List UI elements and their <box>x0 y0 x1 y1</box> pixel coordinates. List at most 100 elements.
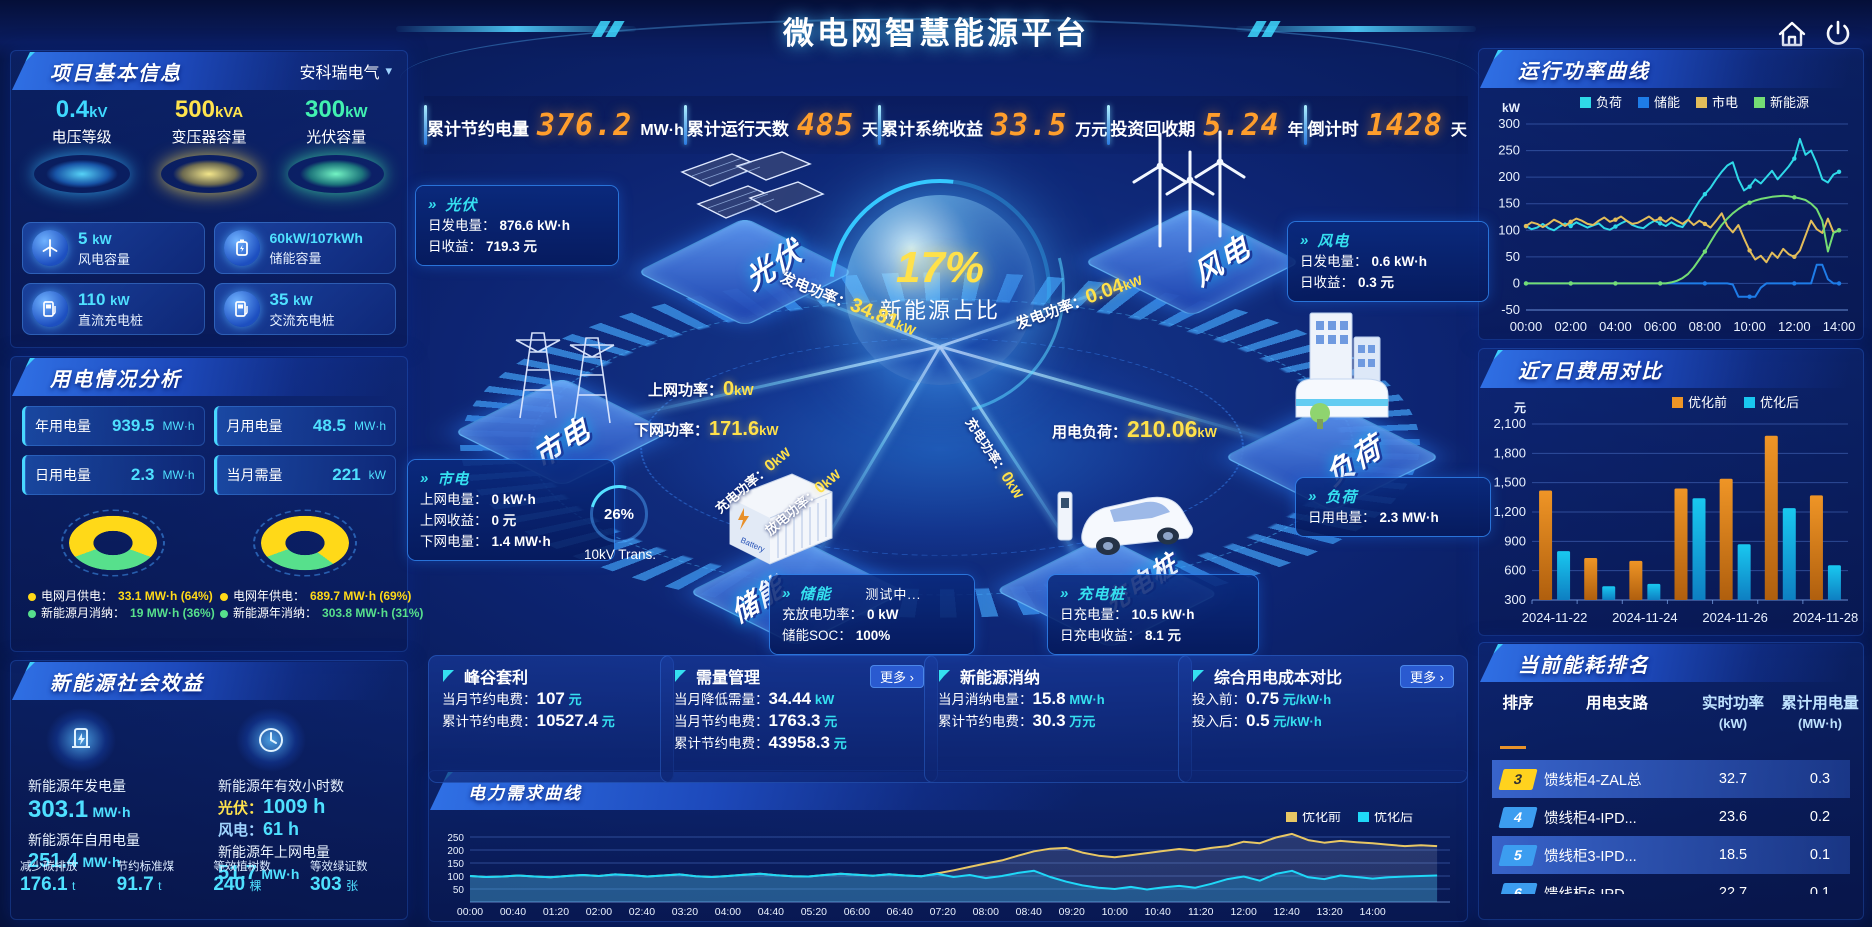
header-arc-decoration <box>400 18 1480 140</box>
panel-energy-rank: 当前能耗排名 排序 用电支路 实时功率 (kW) 累计用电量 (MW·h) 3 馈线柜4… <box>1478 642 1864 920</box>
legend-item-优化前[interactable]: 优化前 <box>1302 812 1341 824</box>
spotlight-glow <box>33 155 130 193</box>
panel-demand-curve: 电力需求曲线 250 200 150 100 50 kW 00:00 00:40 01:20 02… <box>428 770 1468 922</box>
bar-优化前-2024-11-25 <box>1674 488 1688 600</box>
rank-badge: 3 <box>1498 768 1538 790</box>
y-tick-label: 50 <box>1506 249 1520 264</box>
transformer-label: 10kV Trans. <box>584 547 657 562</box>
x-tick-label: 02:00 <box>1554 319 1587 334</box>
legend-swatch-负荷[interactable] <box>1580 97 1591 108</box>
company-dropdown[interactable]: 安科瑞电气 ▾ <box>299 63 392 82</box>
y-tick-label: 150 <box>1498 196 1520 211</box>
y-tick-label: 0 <box>1513 275 1520 290</box>
home-button[interactable] <box>1774 16 1810 52</box>
legend-item-负荷[interactable]: 负荷 <box>1596 95 1622 110</box>
series-marker <box>1747 248 1752 253</box>
load-info-card: » 负荷 日用电量： 2.3 MW·h <box>1296 478 1490 536</box>
panel-title: 用电情况分析 <box>50 368 182 391</box>
x-tick-label: 10:40 <box>1145 906 1171 918</box>
series-marker <box>1747 200 1752 205</box>
legend-swatch-市电[interactable] <box>1696 97 1707 108</box>
y-axis-unit: kW <box>446 812 465 815</box>
y-tick-label: 1,500 <box>1493 475 1526 490</box>
panel-corner-icon <box>1488 644 1508 659</box>
y-tick-label: 150 <box>447 859 464 870</box>
legend-swatch-优化前[interactable] <box>1672 397 1683 408</box>
bar-优化前-2024-11-23 <box>1584 557 1598 600</box>
stat-run-days: 累计运行天数 485 天 <box>686 107 879 143</box>
panel-header: 运行功率曲线 <box>1480 50 1862 88</box>
legend-item-储能[interactable]: 储能 <box>1654 95 1680 110</box>
divider <box>1303 105 1307 145</box>
panel-project-info: 项目基本信息 安科瑞电气 ▾ 0.4kV 电压等级 500kVA 变压器容量 300k… <box>10 50 408 348</box>
stat-month-usage: 月用电量 48.5 MW·h <box>213 406 396 446</box>
y-axis-unit: 元 <box>1514 401 1526 415</box>
usage-stats: 年用电量 939.5 MW·h 月用电量 48.5 MW·h 日用电量 2.3 MW·h 当… <box>22 406 396 495</box>
x-tick-label: 2024-11-24 <box>1612 610 1678 625</box>
y-tick-label: 100 <box>1498 222 1520 237</box>
pv-info-card: » 光伏 日发电量： 876.6 kW·h 日收益： 719.3 元 <box>416 186 618 265</box>
y-tick-label: 250 <box>1498 143 1520 158</box>
x-tick-label: 00:00 <box>457 906 483 918</box>
panel-header: 当前能耗排名 <box>1480 644 1862 682</box>
more-button[interactable]: 更多 › <box>1400 664 1454 688</box>
bar-优化前-2024-11-26 <box>1719 478 1733 600</box>
bar-优化后-2024-11-27 <box>1782 508 1796 600</box>
bar-优化前-2024-11-27 <box>1764 435 1778 600</box>
x-tick-label: 02:00 <box>586 906 612 918</box>
power-icon <box>1826 20 1850 45</box>
series-marker <box>1568 223 1573 229</box>
title-decoration-left <box>396 21 636 37</box>
legend-item-新能源[interactable]: 新能源 <box>1770 95 1809 110</box>
bar-优化后-2024-11-24 <box>1647 583 1661 600</box>
panel-usage-analysis: 用电情况分析 年用电量 939.5 MW·h 月用电量 48.5 MW·h 日用电量 2.… <box>10 356 423 652</box>
stat-payback-period: 投资回收期 5.24 年 <box>1110 107 1304 143</box>
legend-item-优化后[interactable]: 优化后 <box>1760 395 1799 410</box>
flow-grid-import: 下网功率：171.6kW <box>634 418 779 440</box>
legend-item-优化前[interactable]: 优化前 <box>1688 395 1727 410</box>
series-marker <box>1792 254 1797 260</box>
x-tick-label: 00:00 <box>1510 319 1543 334</box>
series-line-新能源 <box>1526 194 1840 285</box>
social-generation: 新能源年发电量 303.1 MW·h 新能源年自用电量 251.4 MW·h <box>28 708 208 873</box>
year-donut-chart <box>261 515 349 571</box>
legend-swatch-优化前[interactable] <box>1286 812 1297 822</box>
power-tower-icon <box>515 332 615 424</box>
donut-halo <box>61 509 165 577</box>
bar-优化后-2024-11-22 <box>1557 551 1571 600</box>
y-tick-label: 900 <box>1504 533 1526 548</box>
series-marker <box>1702 281 1708 286</box>
legend-item-市电[interactable]: 市电 <box>1712 95 1738 110</box>
legend-swatch-储能[interactable] <box>1638 97 1649 108</box>
x-tick-label: 13:20 <box>1317 906 1343 918</box>
bar-优化前-2024-11-22 <box>1539 490 1553 600</box>
series-line-优化后 <box>469 869 1438 891</box>
x-tick-label: 07:20 <box>930 906 956 918</box>
legend-swatch-优化后[interactable] <box>1358 812 1369 822</box>
series-marker <box>1836 281 1842 286</box>
spot-voltage-level: 0.4kV 电压等级 <box>23 96 141 193</box>
bar-优化后-2024-11-25 <box>1692 498 1706 600</box>
y-axis-unit: kW <box>1502 101 1521 115</box>
legend-item-优化后[interactable]: 优化后 <box>1374 812 1413 824</box>
page-title: 微电网智慧能源平台 <box>783 16 1089 51</box>
panel-header: 用电情况分析 <box>12 358 406 396</box>
x-tick-label: 08:00 <box>973 906 999 918</box>
stat-system-revenue: 累计系统收益 33.5 万元 <box>881 107 1108 143</box>
wind-turbine-icon <box>32 230 68 266</box>
power-button[interactable] <box>1820 16 1856 52</box>
legend-swatch-优化后[interactable] <box>1744 397 1755 408</box>
series-marker <box>1613 224 1618 229</box>
month-donut-chart <box>69 515 157 571</box>
series-marker <box>1523 281 1529 286</box>
more-button[interactable]: 更多 › <box>870 664 924 688</box>
x-tick-label: 02:40 <box>629 906 655 918</box>
flow-load-power: 用电负荷：210.06kW <box>1052 416 1217 442</box>
legend-swatch-新能源[interactable] <box>1754 97 1765 108</box>
ev-info-card: » 充电桩 日充电量： 10.5 kW·h 日充电收益： 8.1 元 <box>1048 575 1258 654</box>
panel-title: 运行功率曲线 <box>1518 60 1650 83</box>
wind-turbines-icon <box>1132 130 1246 253</box>
mini-coal: 节约标准煤 91.7 t <box>116 861 175 895</box>
rank-scroll-indicator <box>1500 746 1526 749</box>
